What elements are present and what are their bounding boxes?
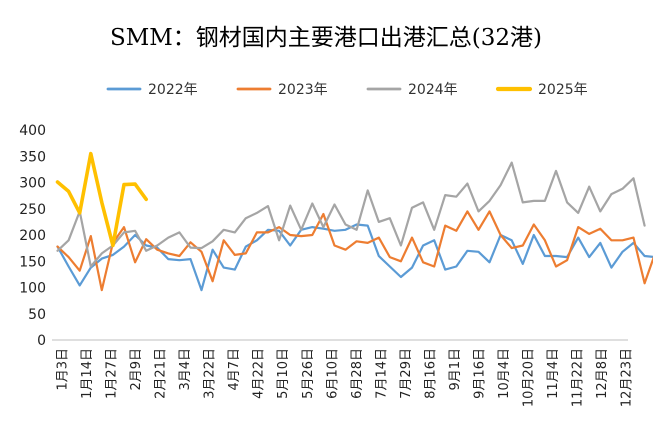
x-tick-label: 7月29日 [399,348,414,399]
series-line-2024年 [56,161,646,268]
x-tick-label: 4月22日 [252,348,267,399]
y-tick-label: 350 [19,149,46,165]
y-tick-label: 100 [19,281,46,297]
legend: 2022年 2023年 2024年 2025年 [106,82,588,98]
legend-label: 2024年 [408,82,458,98]
x-tick-label: 1月3日 [56,348,71,391]
x-axis: 1月3日 1月14日 1月27日 2月9日 2月21日 3月4日 3月22日 4月7日 4月22… [52,339,635,407]
x-tick-label: 3月22日 [203,348,218,399]
x-tick-label: 11月22日 [571,348,586,407]
x-tick-label: 5月10日 [276,348,291,399]
series-line-2022年 [56,223,653,292]
y-tick-label: 50 [28,307,46,323]
x-tick-label: 2月21日 [154,348,169,399]
series-layer [55,151,653,292]
x-tick-label: 10月20日 [521,348,536,407]
x-tick-label: 2月9日 [129,348,144,391]
x-tick-label: 3月4日 [178,348,193,391]
y-tick-label: 250 [19,202,46,218]
x-tick-label: 6月10日 [325,348,340,399]
x-tick-label: 7月14日 [374,348,389,399]
y-tick-label: 150 [19,254,46,270]
chart-title: SMM：钢材国内主要港口出港汇总(32港) [110,25,542,51]
y-tick-label: 0 [37,333,46,349]
x-tick-label: 6月28日 [350,348,365,399]
x-tick-label: 12月23日 [620,348,635,407]
legend-label: 2022年 [148,82,198,98]
y-axis: 0 50 100 150 200 250 300 350 400 [19,123,46,349]
x-tick-label: 1月27日 [105,348,120,399]
x-tick-label: 11月4日 [546,348,561,399]
legend-label: 2023年 [278,82,328,98]
x-tick-label: 4月7日 [227,348,242,391]
legend-label: 2025年 [538,82,588,98]
x-tick-label: 9月1日 [448,348,463,391]
y-tick-label: 300 [19,176,46,192]
x-tick-label: 8月16日 [423,348,438,399]
x-tick-label: 10月4日 [497,348,512,399]
x-tick-label: 12月8日 [595,348,610,399]
y-tick-label: 400 [19,123,46,139]
series-line-2025年 [55,151,148,248]
series-line-2023年 [56,210,653,292]
y-tick-label: 200 [19,228,46,244]
x-tick-label: 5月26日 [301,348,316,399]
x-tick-label: 1月14日 [80,348,95,399]
x-tick-label: 9月16日 [472,348,487,399]
